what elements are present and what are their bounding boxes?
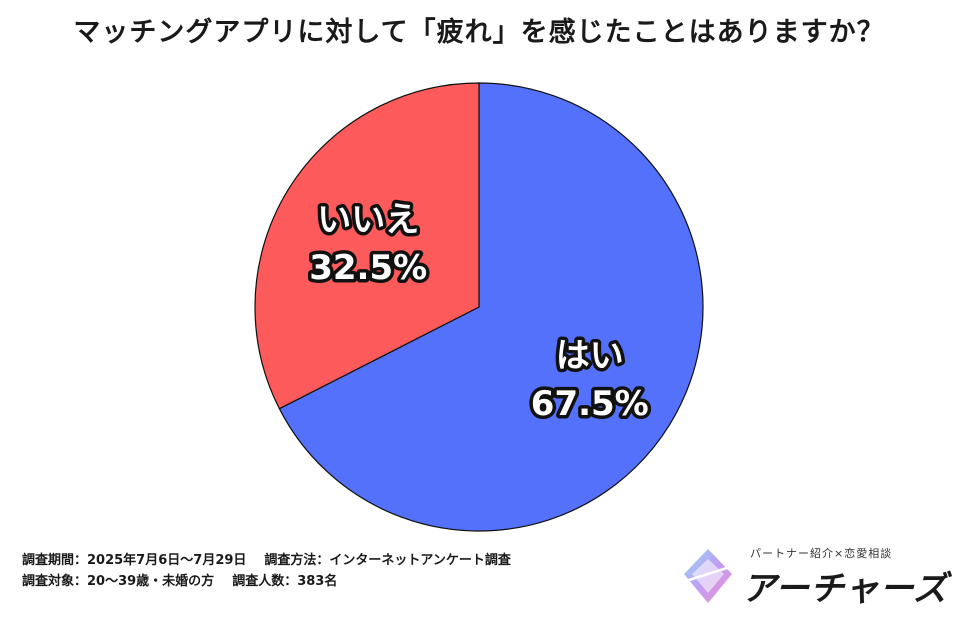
brand-logo: パートナー紹介×恋愛相談 アーチャーズ (680, 545, 947, 609)
pie-slice-0 (278, 82, 704, 532)
survey-row-1: 調査期間：2025年7月6日〜7月29日 調査方法：インターネットアンケート調査 (22, 550, 511, 571)
slice-label-1: いいえ (317, 200, 419, 240)
survey-info: 調査期間：2025年7月6日〜7月29日 調査方法：インターネットアンケート調査 … (22, 550, 511, 592)
brand-tagline: パートナー紹介×恋愛相談 (750, 547, 893, 560)
survey-respondents: 調査人数：383名 (232, 574, 338, 589)
survey-method: 調査方法：インターネットアンケート調査 (264, 553, 511, 568)
slice-label-0: はい (556, 336, 624, 376)
survey-row-2: 調査対象：20〜39歳・未婚の方 調査人数：383名 (22, 571, 511, 592)
slice-value-1: 32.5% (309, 248, 427, 288)
survey-period: 調査期間：2025年7月6日〜7月29日 (22, 553, 247, 568)
pie-chart: はい 67.5% いいえ 32.5% (254, 82, 704, 532)
chart-title: マッチングアプリに対して「疲れ」を感じたことはありますか？ (73, 17, 885, 48)
pie-slice-1 (254, 82, 480, 410)
diamond-gradient-logo-icon (684, 549, 732, 603)
slice-value-0: 67.5% (531, 384, 649, 424)
brand-name: アーチャーズ (742, 569, 948, 609)
survey-target: 調査対象：20〜39歳・未婚の方 (22, 574, 215, 589)
